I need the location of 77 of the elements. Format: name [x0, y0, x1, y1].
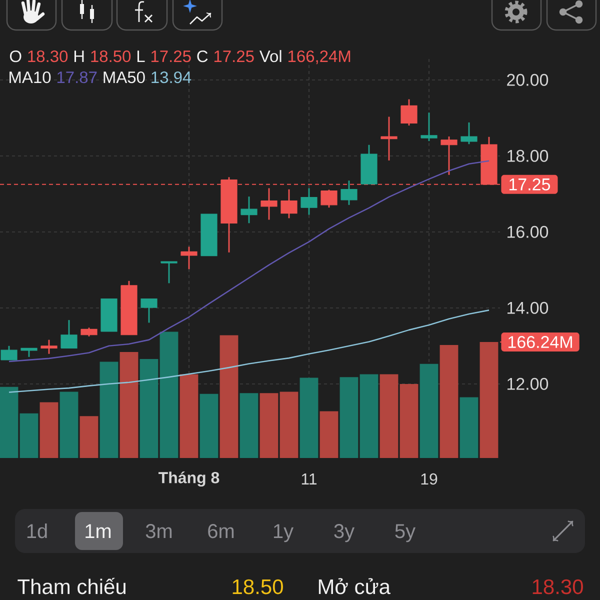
bar: [240, 393, 258, 458]
annotation: H: [74, 50, 84, 62]
y-tick-label: 16.00: [508, 226, 548, 238]
bar: [340, 377, 358, 458]
annotation: 166,24M: [288, 50, 350, 64]
text: 1m: [86, 524, 111, 538]
annotation: L: [137, 50, 145, 62]
text: 3y: [334, 524, 355, 542]
text: Mở cửa: [318, 578, 391, 594]
bar: [60, 392, 78, 458]
bar: [100, 362, 118, 458]
bar: [420, 364, 438, 458]
bar: [220, 335, 238, 458]
candlestick: [440, 136, 458, 176]
candlestick: [260, 187, 278, 220]
bar: [300, 378, 318, 458]
text: Tham chiếu: [18, 578, 126, 594]
bar: [280, 392, 298, 458]
annotation: 17.87: [57, 71, 97, 84]
candlestick: [420, 112, 438, 142]
text: 1y: [274, 524, 294, 542]
annotation: 13.94: [152, 71, 192, 84]
bar: [260, 393, 278, 458]
x-tick-label: 19: [421, 473, 438, 485]
candlestick: [400, 98, 418, 126]
annotation: 17.25: [151, 50, 191, 62]
annotation: O: [10, 50, 22, 62]
annotation: 18.50: [91, 50, 131, 62]
candlestick: [160, 260, 178, 284]
text: 18.50: [232, 579, 283, 594]
bar: [480, 342, 498, 458]
bar: [80, 416, 98, 458]
candlestick: [460, 122, 478, 145]
bar: [380, 374, 398, 458]
candlestick: [180, 246, 198, 270]
text: 5y: [395, 524, 416, 542]
candlestick: [140, 298, 158, 324]
annotation: Vol: [259, 50, 282, 62]
bar: [160, 332, 178, 458]
bar: [0, 386, 18, 458]
annotation: C: [197, 50, 208, 62]
y-tick-label: 18.00: [508, 150, 548, 162]
candlestick: [340, 180, 358, 206]
annotation: MA50: [104, 71, 145, 84]
annotation: 18.30: [28, 50, 68, 62]
candlestick: [380, 116, 398, 162]
text: 6m: [208, 524, 234, 538]
candlestick: [280, 188, 298, 219]
candlestick: [320, 189, 338, 208]
text: 18.30: [532, 579, 583, 594]
ref-line-label: 17.25: [510, 178, 550, 190]
bar: [320, 411, 338, 458]
bar: [140, 358, 158, 458]
bar: [20, 413, 38, 458]
bar: [120, 352, 138, 458]
y-tick-label: 20.00: [507, 74, 548, 86]
text: 3m: [146, 524, 172, 538]
bar: [440, 344, 458, 458]
bar: [40, 402, 58, 458]
text: 1d: [27, 524, 47, 538]
x-tick-label: Tháng 8: [158, 471, 220, 487]
bar: [460, 397, 478, 458]
x-tick-label: 11: [302, 473, 317, 485]
bar: [400, 384, 418, 458]
y2-tick-label: 166.24M: [508, 336, 572, 348]
candlestick: [300, 187, 318, 216]
y-tick-label: 12.00: [508, 378, 548, 390]
annotation: 17.25: [214, 50, 254, 62]
candlestick: [40, 339, 58, 355]
annotation: MA10: [10, 71, 51, 84]
y-tick-label: 14.00: [508, 302, 548, 314]
bar: [360, 374, 378, 458]
bar: [200, 394, 218, 458]
candlestick: [60, 319, 78, 349]
candlestick: [0, 345, 18, 361]
bar: [180, 374, 198, 458]
candlestick: [240, 196, 258, 224]
